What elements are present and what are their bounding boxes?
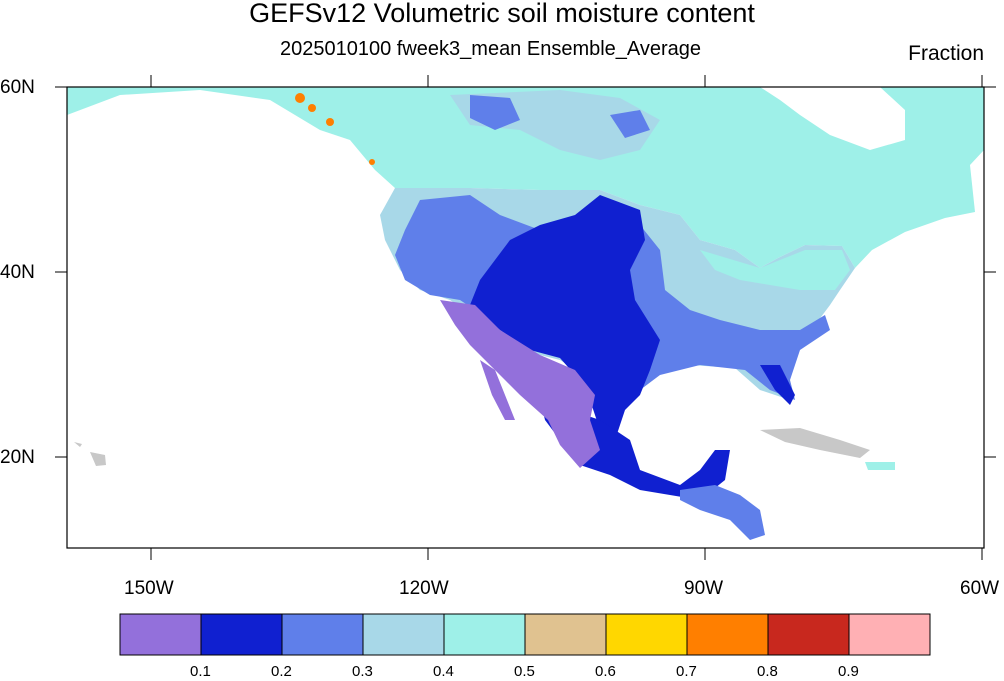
soil-moisture-field	[67, 87, 984, 540]
alaska-hotspot	[295, 93, 305, 103]
colorbar-label-0.5: 0.5	[514, 663, 535, 680]
colorbar-label-0.1: 0.1	[190, 663, 211, 680]
map-subtitle: 2025010100 fweek3_mean Ensemble_Average	[280, 38, 702, 60]
units-label: Fraction	[908, 42, 984, 65]
colorbar-box-5	[443, 613, 526, 656]
moisture-region-florida	[760, 365, 795, 405]
colorbar-label-0.7: 0.7	[676, 663, 697, 680]
colorbar-box-7	[605, 613, 688, 656]
colorbar-label-0.6: 0.6	[595, 663, 616, 680]
lon-label-120w: 120W	[399, 578, 449, 599]
hawaii-islands	[74, 442, 106, 466]
lon-label-60w: 60W	[960, 578, 1000, 599]
colorbar	[119, 613, 931, 656]
colorbar-label-0.8: 0.8	[757, 663, 778, 680]
moisture-region-east-cyan	[700, 250, 850, 290]
alaska-hotspot-3	[326, 118, 334, 126]
colorbar-box-3	[281, 613, 364, 656]
moisture-region-canada-patch-2	[470, 95, 520, 130]
colorbar-box-2	[200, 613, 283, 656]
bc-hotspot	[369, 159, 375, 165]
moisture-region-canada-patch-3	[610, 110, 650, 138]
moisture-region-hispaniola	[865, 462, 895, 470]
colorbar-box-9	[767, 613, 850, 656]
colorbar-box-6	[524, 613, 607, 656]
colorbar-box-1	[119, 613, 202, 656]
lon-label-150w: 150W	[124, 578, 174, 599]
moisture-region-north	[67, 87, 984, 268]
colorbar-box-8	[686, 613, 769, 656]
lon-label-90w: 90W	[684, 578, 724, 599]
moisture-region-baja	[480, 360, 515, 420]
alaska-hotspot-2	[308, 104, 316, 112]
moisture-region-purple	[440, 300, 600, 468]
hudson-bay	[760, 87, 905, 150]
colorbar-label-0.3: 0.3	[352, 663, 373, 680]
moisture-region-central-america	[680, 485, 765, 540]
moisture-region-dark-blue	[470, 195, 660, 440]
map-ticks	[55, 75, 996, 560]
lat-label-60n: 60N	[0, 77, 35, 98]
colorbar-box-4	[362, 613, 445, 656]
map-frame	[66, 86, 985, 549]
lat-label-40n: 40N	[0, 262, 35, 283]
colorbar-box-10	[848, 613, 931, 656]
lat-label-20n: 20N	[0, 447, 35, 468]
colorbar-label-0.2: 0.2	[271, 663, 292, 680]
colorbar-label-0.4: 0.4	[433, 663, 454, 680]
map-title: GEFSv12 Volumetric soil moisture content	[249, 0, 755, 28]
colorbar-label-0.9: 0.9	[838, 663, 859, 680]
moisture-region-cuba	[760, 428, 870, 458]
